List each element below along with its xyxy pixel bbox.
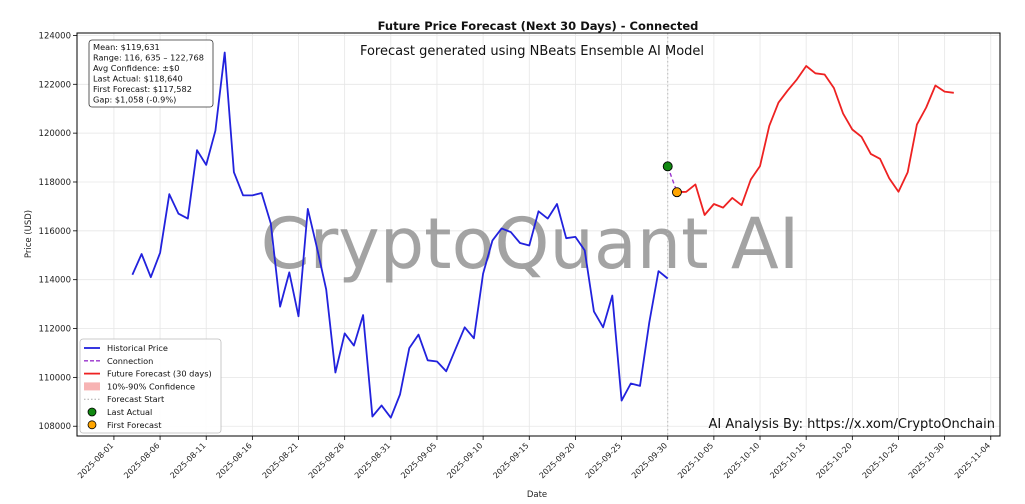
legend-label: Connection xyxy=(107,356,153,366)
y-tick-label: 112000 xyxy=(39,325,71,335)
stats-line: Mean: $119,631 xyxy=(93,42,160,52)
x-axis-label: Date xyxy=(527,490,547,500)
legend-swatch xyxy=(87,420,97,430)
legend: Historical Price Connection Future Forecas… xyxy=(79,338,222,434)
stats-line: Gap: $1,058 (-0.9%) xyxy=(93,95,176,105)
legend-label: Future Forecast (30 days) xyxy=(107,369,212,379)
stats-line: Range: 116, 635 – 122,768 xyxy=(93,53,204,63)
stats-line: Last Actual: $118,640 xyxy=(93,74,183,84)
legend-label: Historical Price xyxy=(107,343,168,353)
first-forecast-marker xyxy=(672,187,682,198)
legend-swatch xyxy=(87,407,97,417)
legend-label: Forecast Start xyxy=(107,394,165,404)
y-tick-label: 118000 xyxy=(39,178,71,188)
credit-text: AI Analysis By: https://x.xom/CryptoOnch… xyxy=(708,417,995,432)
y-tick-label: 122000 xyxy=(39,80,71,90)
y-tick-label: 124000 xyxy=(39,31,71,41)
chart-title: Future Price Forecast (Next 30 Days) - C… xyxy=(378,19,699,33)
plot-layer xyxy=(131,33,954,436)
legend-label: First Forecast xyxy=(107,420,162,430)
last-actual-marker xyxy=(662,161,673,172)
y-tick-label: 110000 xyxy=(39,373,71,383)
legend-swatch xyxy=(84,382,100,391)
legend-label: 10%-90% Confidence xyxy=(107,381,195,391)
chart-subtitle: Forecast generated using NBeats Ensemble… xyxy=(360,44,704,59)
stats-line: Avg Confidence: ±$0 xyxy=(93,63,179,73)
legend-label: Last Actual xyxy=(107,407,152,417)
y-tick-label: 120000 xyxy=(39,129,71,139)
plot-frame xyxy=(76,32,1001,437)
y-tick-label: 114000 xyxy=(39,276,71,286)
future-forecast-line xyxy=(676,65,954,216)
y-tick-label: 108000 xyxy=(39,422,71,432)
y-tick-label: 116000 xyxy=(39,227,71,237)
historical-price-line xyxy=(131,51,669,419)
y-axis-label: Price (USD) xyxy=(24,210,34,258)
y-axis-ticks: 108000 110000 112000 114000 116000 118000 1200… xyxy=(39,31,77,432)
stats-line: First Forecast: $117,582 xyxy=(93,84,192,94)
